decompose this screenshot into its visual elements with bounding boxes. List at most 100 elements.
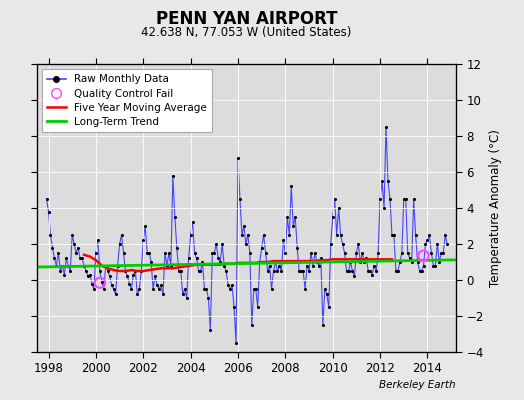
Point bbox=[435, 259, 443, 265]
Point bbox=[177, 268, 185, 274]
Point bbox=[388, 232, 396, 238]
Point bbox=[257, 244, 266, 251]
Point bbox=[323, 291, 331, 298]
Point bbox=[78, 255, 86, 262]
Point bbox=[331, 196, 339, 202]
Point bbox=[344, 268, 353, 274]
Point bbox=[90, 286, 98, 292]
Point bbox=[254, 304, 262, 310]
Legend: Raw Monthly Data, Quality Control Fail, Five Year Moving Average, Long-Term Tren: Raw Monthly Data, Quality Control Fail, … bbox=[42, 69, 212, 132]
Point bbox=[285, 232, 293, 238]
Point bbox=[376, 196, 384, 202]
Point bbox=[409, 196, 418, 202]
Point bbox=[417, 268, 425, 274]
Point bbox=[94, 237, 102, 244]
Point bbox=[131, 268, 139, 274]
Point bbox=[165, 250, 173, 256]
Point bbox=[382, 124, 390, 130]
Point bbox=[279, 237, 288, 244]
Point bbox=[234, 154, 242, 161]
Point bbox=[384, 178, 392, 184]
Point bbox=[214, 255, 223, 262]
Point bbox=[92, 250, 100, 256]
Point bbox=[287, 183, 296, 190]
Point bbox=[396, 259, 404, 265]
Point bbox=[275, 262, 283, 269]
Point bbox=[370, 262, 378, 269]
Point bbox=[52, 262, 61, 269]
Point bbox=[408, 259, 416, 265]
Point bbox=[274, 268, 282, 274]
Point bbox=[172, 244, 181, 251]
Point bbox=[401, 196, 410, 202]
Point bbox=[194, 268, 203, 274]
Point bbox=[303, 262, 311, 269]
Point bbox=[202, 286, 211, 292]
Point bbox=[110, 286, 118, 292]
Point bbox=[105, 273, 114, 280]
Point bbox=[342, 268, 351, 274]
Point bbox=[289, 223, 298, 229]
Point bbox=[333, 232, 341, 238]
Point bbox=[301, 286, 309, 292]
Point bbox=[406, 255, 414, 262]
Point bbox=[364, 268, 373, 274]
Point bbox=[413, 259, 422, 265]
Point bbox=[277, 268, 286, 274]
Point bbox=[184, 255, 193, 262]
Point bbox=[267, 286, 276, 292]
Point bbox=[281, 250, 290, 256]
Point bbox=[204, 295, 213, 301]
Point bbox=[269, 268, 278, 274]
Point bbox=[143, 250, 151, 256]
Point bbox=[264, 268, 272, 274]
Point bbox=[147, 259, 155, 265]
Point bbox=[350, 273, 358, 280]
Point bbox=[439, 250, 447, 256]
Point bbox=[313, 259, 321, 265]
Point bbox=[394, 268, 402, 274]
Point bbox=[348, 268, 357, 274]
Point bbox=[212, 241, 221, 247]
Point bbox=[218, 241, 226, 247]
Point bbox=[153, 282, 161, 289]
Point bbox=[293, 244, 301, 251]
Point bbox=[149, 286, 157, 292]
Point bbox=[386, 196, 394, 202]
Point bbox=[102, 262, 110, 269]
Point bbox=[196, 268, 205, 274]
Point bbox=[76, 255, 84, 262]
Point bbox=[82, 268, 90, 274]
Point bbox=[354, 241, 363, 247]
Point bbox=[360, 259, 368, 265]
Point bbox=[265, 262, 274, 269]
Point bbox=[261, 250, 270, 256]
Point bbox=[416, 268, 424, 274]
Point bbox=[242, 241, 250, 247]
Point bbox=[169, 172, 177, 179]
Point bbox=[309, 262, 317, 269]
Point bbox=[352, 250, 361, 256]
Point bbox=[117, 232, 126, 238]
Point bbox=[372, 268, 380, 274]
Point bbox=[339, 241, 347, 247]
Point bbox=[392, 268, 400, 274]
Point bbox=[115, 241, 124, 247]
Point bbox=[341, 250, 349, 256]
Point bbox=[336, 232, 345, 238]
Point bbox=[423, 237, 432, 244]
Point bbox=[244, 232, 252, 238]
Point bbox=[208, 250, 216, 256]
Point bbox=[112, 291, 120, 298]
Point bbox=[159, 291, 167, 298]
Point bbox=[232, 340, 240, 346]
Point bbox=[200, 286, 209, 292]
Point bbox=[182, 295, 191, 301]
Point bbox=[319, 322, 327, 328]
Point bbox=[70, 241, 79, 247]
Point bbox=[334, 205, 343, 211]
Point bbox=[441, 232, 450, 238]
Point bbox=[48, 244, 57, 251]
Point bbox=[151, 273, 159, 280]
Point bbox=[129, 271, 138, 278]
